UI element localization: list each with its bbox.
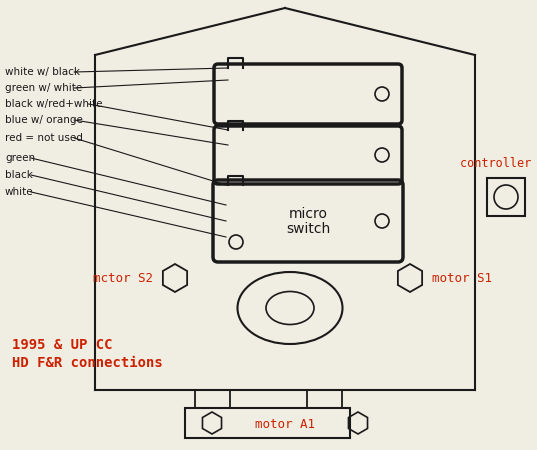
Text: white w/ black: white w/ black [5,67,80,77]
Text: black w/red+white: black w/red+white [5,99,103,109]
Text: mctor S2: mctor S2 [93,271,153,284]
Text: green: green [5,153,35,163]
Text: 1995 & UP CC: 1995 & UP CC [12,338,112,352]
Text: motor S1: motor S1 [432,271,492,284]
Text: motor A1: motor A1 [255,418,315,431]
Text: switch: switch [286,222,330,236]
Text: micro: micro [288,207,328,221]
Text: green w/ white: green w/ white [5,83,82,93]
Text: blue w/ orange: blue w/ orange [5,115,83,125]
Text: white: white [5,187,34,197]
Text: red = not used: red = not used [5,133,83,143]
Text: HD F&R connections: HD F&R connections [12,356,163,370]
Text: controller M-: controller M- [460,157,537,170]
Text: black: black [5,170,33,180]
